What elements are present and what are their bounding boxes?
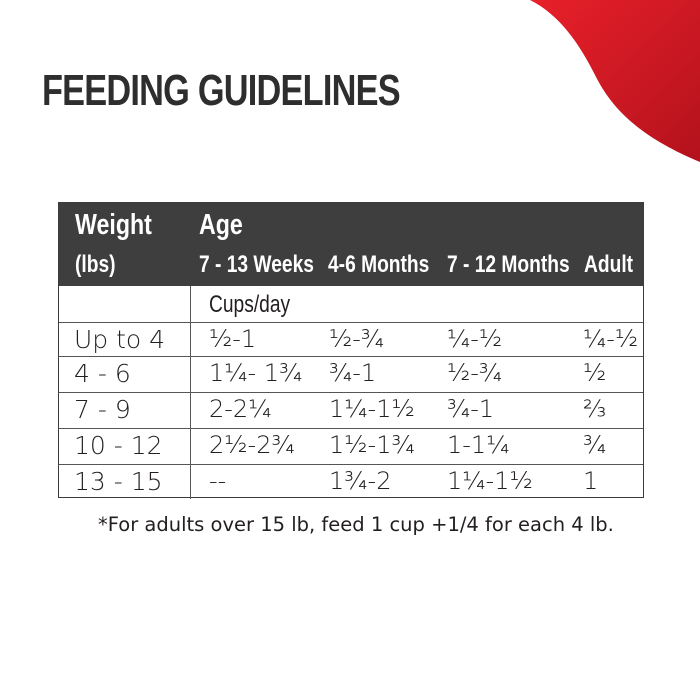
table-header: Weight (lbs) Age 7 - 13 Weeks 4-6 Months…	[59, 203, 643, 286]
cups-cell: ½	[583, 359, 607, 387]
feeding-table: Weight (lbs) Age 7 - 13 Weeks 4-6 Months…	[58, 202, 644, 501]
footnote: *For adults over 15 lb, feed 1 cup +1/4 …	[98, 513, 614, 536]
cups-cell: 1½-1¾	[329, 431, 415, 459]
cups-cell: ¾-1	[329, 359, 377, 387]
table-row: Up to 4 ½-1 ½-¾ ¼-½ ¼-½	[59, 323, 643, 359]
weight-cell: Up to 4	[74, 325, 166, 354]
cups-cell: ½-1	[209, 325, 257, 353]
cups-cell: ¼-½	[447, 325, 503, 353]
header-col-2: 4-6 Months	[328, 251, 430, 278]
weight-cell: 13 - 15	[74, 467, 163, 496]
header-col-1: 7 - 13 Weeks	[199, 251, 314, 278]
cups-cell: 1-1¼	[447, 431, 510, 459]
weight-cell: 4 - 6	[74, 359, 131, 388]
row-divider	[59, 428, 643, 429]
header-weight-unit: (lbs)	[75, 251, 116, 278]
cups-cell: 1¼-1½	[447, 467, 533, 495]
table-row: 4 - 6 1¼- 1¾ ¾-1 ½-¾ ½	[59, 357, 643, 393]
cups-cell: 1	[583, 467, 599, 495]
cups-cell: --	[209, 467, 227, 495]
header-col-3: 7 - 12 Months	[447, 251, 570, 278]
cups-cell: ½-¾	[447, 359, 503, 387]
row-divider	[59, 392, 643, 393]
header-col-4: Adult	[584, 251, 634, 278]
table-row: 10 - 12 2½-2¾ 1½-1¾ 1-1¼ ¾	[59, 429, 643, 465]
cups-cell: 2½-2¾	[209, 431, 295, 459]
table-row: 7 - 9 2-2¼ 1¼-1½ ¾-1 ⅔	[59, 393, 643, 429]
cups-cell: ¾-1	[447, 395, 495, 423]
cups-cell: 1¾-2	[329, 467, 392, 495]
header-age: Age	[199, 209, 243, 241]
cups-cell: ½-¾	[329, 325, 385, 353]
cups-cell: ¾	[583, 431, 607, 459]
header-weight: Weight	[75, 209, 152, 241]
row-divider	[59, 322, 643, 323]
weight-cell: 7 - 9	[74, 395, 131, 424]
row-divider	[59, 464, 643, 465]
unit-label: Cups/day	[209, 291, 291, 318]
weight-cell: 10 - 12	[74, 431, 163, 460]
table-row: 13 - 15 -- 1¾-2 1¼-1½ 1	[59, 465, 643, 501]
page-title: FEEDING GUIDELINES	[42, 66, 401, 115]
cups-cell: ¼-½	[583, 325, 639, 353]
cups-cell: 1¼- 1¾	[209, 359, 303, 387]
cups-cell: ⅔	[583, 395, 607, 423]
cups-cell: 1¼-1½	[329, 395, 415, 423]
row-divider	[59, 356, 643, 357]
cups-cell: 2-2¼	[209, 395, 272, 423]
